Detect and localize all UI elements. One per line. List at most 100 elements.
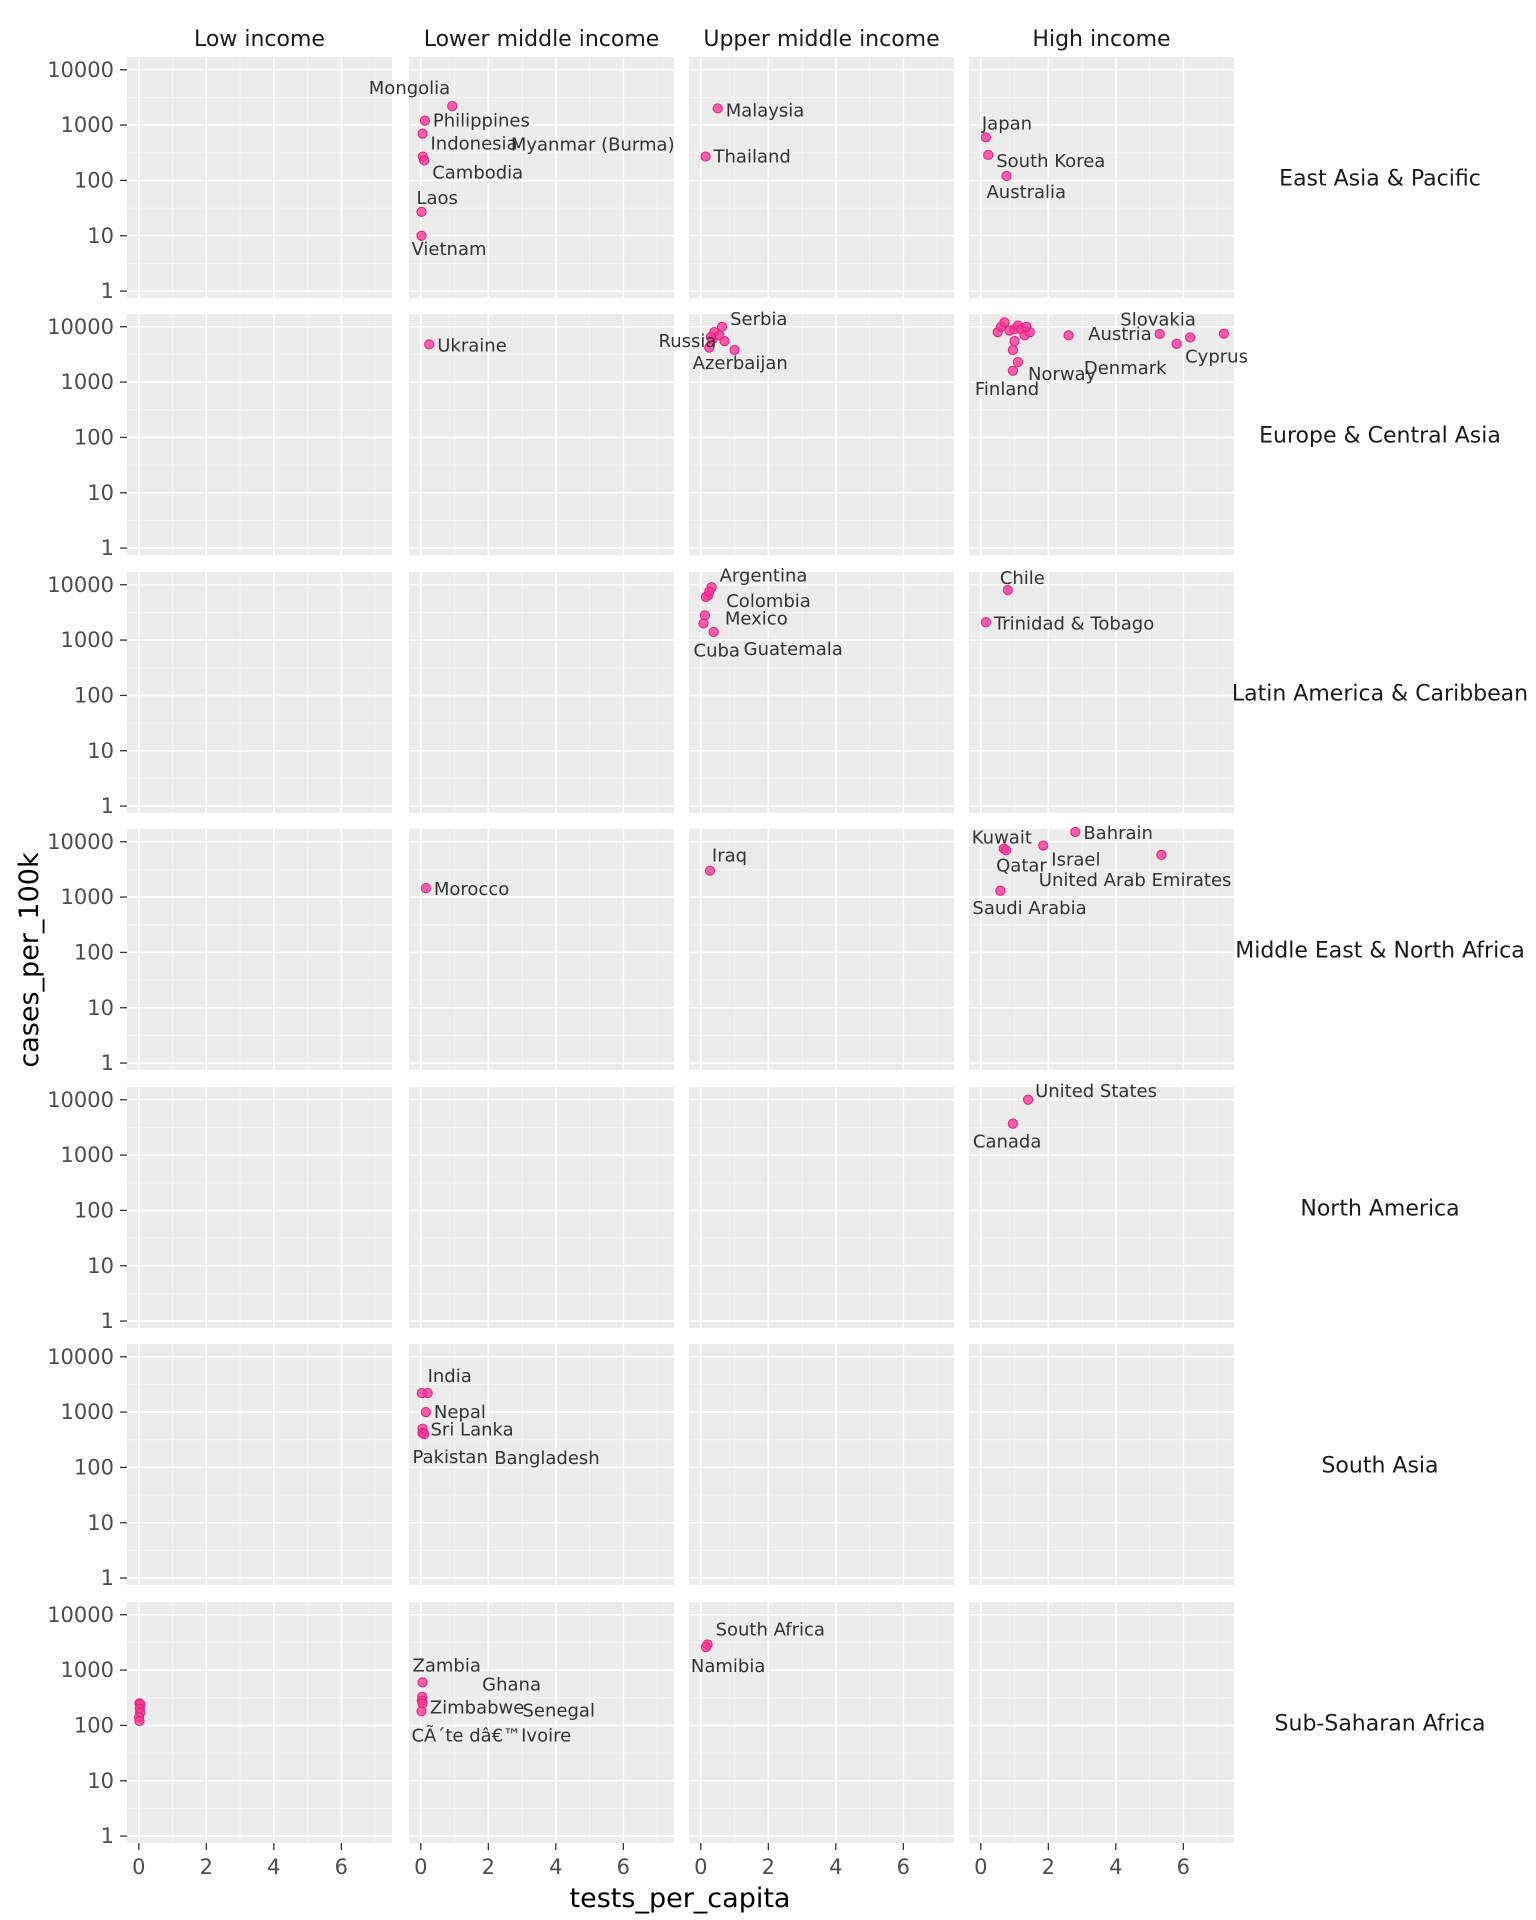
point-label: Colombia — [726, 591, 811, 612]
point — [1063, 330, 1074, 341]
row-strip-label: East Asia & Pacific — [1279, 167, 1481, 192]
point-label: Malaysia — [726, 100, 805, 121]
row-strip-label: South Asia — [1321, 1454, 1438, 1479]
x-tick-label: 2 — [482, 1855, 495, 1879]
point-united-arab-emirates — [1156, 849, 1167, 860]
point-cambodia — [419, 155, 430, 166]
point-label: Namibia — [691, 1656, 766, 1677]
point-vietnam — [416, 230, 427, 241]
point-label: Chile — [1000, 568, 1045, 589]
point-slovakia — [1218, 328, 1229, 339]
point-label: Slovakia — [1120, 310, 1196, 331]
column-strip-label: High income — [1032, 27, 1170, 52]
row-strip-label: Sub-Saharan Africa — [1275, 1712, 1486, 1737]
axis-layer: 1101001000100001101001000100001101001000… — [47, 58, 1190, 1879]
panel-background — [409, 1087, 674, 1328]
x-tick-label: 4 — [1109, 1855, 1122, 1879]
point — [1009, 336, 1020, 347]
y-tick-label: 100 — [74, 683, 114, 707]
x-tick-label: 2 — [200, 1855, 213, 1879]
point-south-korea — [983, 149, 994, 160]
x-tick-label: 4 — [829, 1855, 842, 1879]
point-label: Ghana — [482, 1675, 541, 1696]
point-japan — [980, 132, 991, 143]
point — [416, 1388, 427, 1399]
panel-background — [689, 1087, 954, 1328]
point-thailand — [700, 151, 711, 162]
panel-background — [689, 57, 954, 298]
point-philippines — [419, 115, 430, 126]
panel-layer — [127, 57, 1234, 1843]
point-mongolia — [447, 101, 458, 112]
point-label: Zimbabwe — [430, 1698, 525, 1719]
panel-background — [127, 1602, 392, 1843]
point-label: Indonesia — [431, 134, 518, 155]
row-strip-label: Latin America & Caribbean — [1232, 682, 1528, 707]
point-label: Japan — [981, 113, 1032, 134]
point-c-te-d-ivoire — [416, 1706, 427, 1717]
x-tick-label: 2 — [1042, 1855, 1055, 1879]
panel-background — [409, 1602, 674, 1843]
row-strip-label: Europe & Central Asia — [1259, 424, 1501, 449]
y-tick-label: 10000 — [47, 1603, 114, 1627]
point-bangladesh — [419, 1429, 430, 1440]
point-label: Senegal — [523, 1700, 595, 1721]
point-zambia — [417, 1677, 428, 1688]
point-label: Denmark — [1084, 358, 1167, 379]
point-label: Norway — [1028, 364, 1097, 385]
point-label: Cuba — [694, 640, 740, 661]
panel-background — [127, 1087, 392, 1328]
point — [1021, 321, 1032, 332]
point — [1007, 344, 1018, 356]
x-tick-label: 4 — [549, 1855, 562, 1879]
point-morocco — [420, 883, 431, 894]
point-canada — [1007, 1118, 1018, 1129]
point-finland — [1007, 365, 1018, 376]
y-tick-label: 10000 — [47, 573, 114, 597]
point — [729, 344, 740, 356]
y-tick-label: 10 — [87, 481, 114, 505]
point — [704, 342, 715, 353]
column-strip-label: Upper middle income — [703, 27, 939, 52]
point-label: Bahrain — [1083, 823, 1153, 844]
point-norway — [1012, 356, 1024, 368]
x-tick-label: 0 — [414, 1855, 427, 1879]
point-label: Ukraine — [437, 335, 507, 356]
point-austria — [1154, 328, 1165, 340]
point-label: CÃ´te dâ€™Ivoire — [411, 1724, 571, 1746]
y-tick-label: 1 — [101, 1309, 114, 1333]
y-tick-label: 10 — [87, 224, 114, 248]
point-laos — [416, 206, 427, 217]
point-label: Thailand — [713, 147, 791, 168]
point-label: Vietnam — [411, 239, 486, 260]
point-label: Myanmar (Burma) — [511, 135, 675, 156]
y-tick-label: 1 — [101, 794, 114, 818]
point-malaysia — [712, 103, 723, 114]
y-tick-label: 10000 — [47, 315, 114, 339]
y-tick-label: 10 — [87, 1769, 114, 1793]
point-label: Laos — [416, 188, 457, 209]
point-qatar — [1001, 845, 1012, 856]
panel-background — [409, 829, 674, 1070]
point-label: Argentina — [720, 565, 808, 586]
point-label: India — [428, 1366, 472, 1387]
point-label: Pakistan — [413, 1447, 488, 1468]
panel-background — [969, 572, 1234, 813]
point-australia — [1001, 170, 1012, 182]
panel-background — [127, 57, 392, 298]
point-israel — [1038, 840, 1049, 851]
point-label: Philippines — [433, 111, 530, 132]
panel-background — [127, 1344, 392, 1585]
point-label: Azerbaijan — [693, 353, 788, 374]
point-cuba — [698, 618, 709, 629]
y-tick-label: 10000 — [47, 1088, 114, 1112]
x-tick-label: 4 — [267, 1855, 280, 1879]
y-tick-label: 10000 — [47, 1345, 114, 1369]
y-tick-label: 10000 — [47, 830, 114, 854]
y-tick-label: 1000 — [61, 628, 114, 652]
point-label: Russia — [659, 331, 717, 352]
point-layer — [134, 101, 1229, 1727]
point-label: South Korea — [996, 151, 1105, 172]
point-guatemala — [708, 626, 719, 638]
